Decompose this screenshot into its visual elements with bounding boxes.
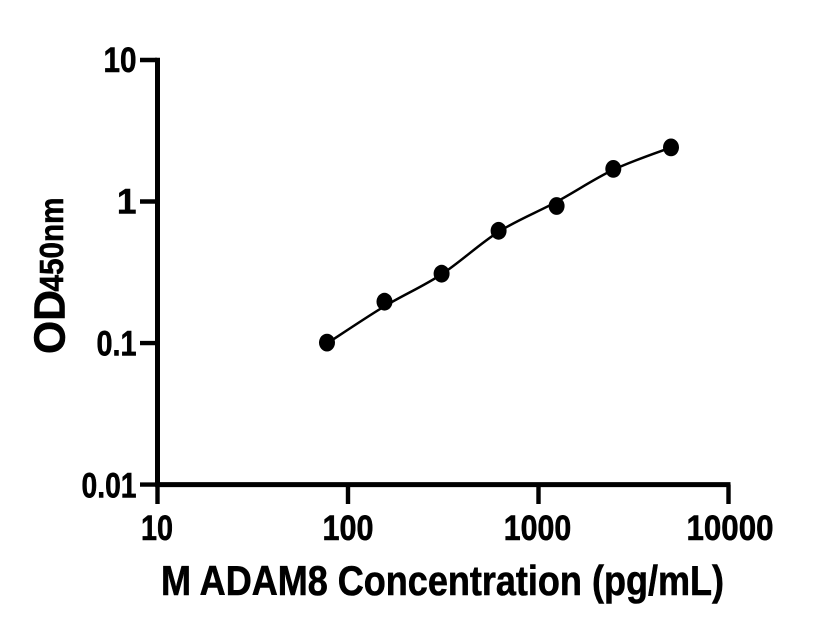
svg-text:10000: 10000: [687, 509, 774, 548]
svg-text:10: 10: [141, 509, 173, 548]
svg-text:10: 10: [104, 41, 137, 80]
svg-text:M ADAM8 Concentration (pg/mL): M ADAM8 Concentration (pg/mL): [161, 557, 724, 604]
svg-text:450nm: 450nm: [33, 198, 70, 292]
svg-text:1: 1: [117, 182, 136, 221]
svg-text:0.1: 0.1: [97, 324, 137, 363]
svg-text:100: 100: [323, 509, 374, 548]
svg-text:OD: OD: [25, 290, 74, 354]
svg-text:1000: 1000: [504, 509, 572, 548]
svg-text:0.01: 0.01: [82, 467, 137, 506]
